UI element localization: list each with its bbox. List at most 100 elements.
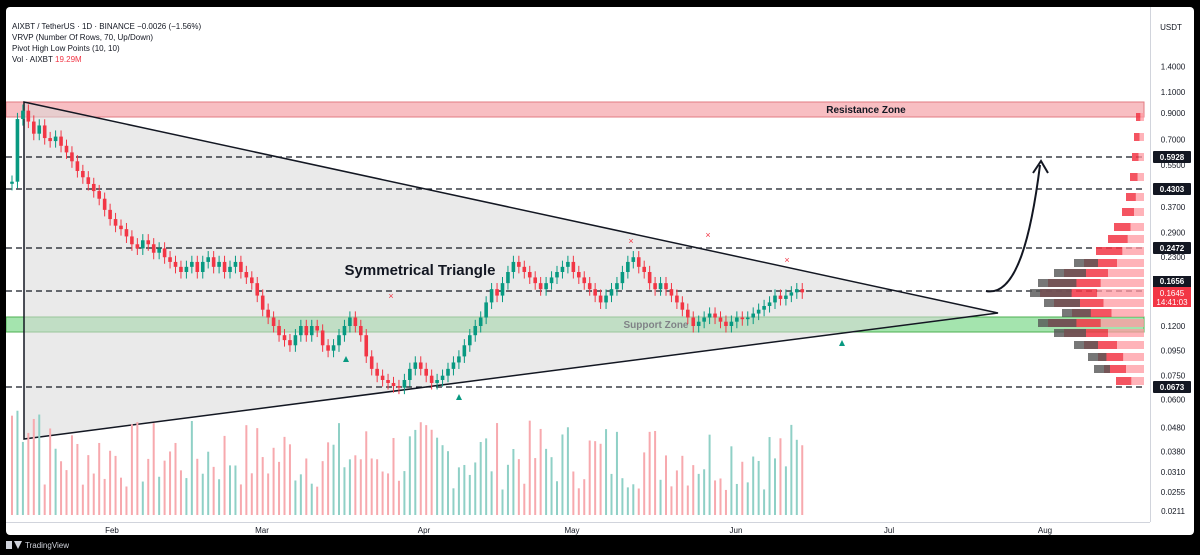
candle <box>299 319 303 342</box>
volume-bar <box>774 458 776 515</box>
volume-bar <box>125 486 128 515</box>
volume-bar <box>577 488 580 515</box>
volume-bar <box>496 423 499 515</box>
volume-bar <box>697 473 700 515</box>
candle <box>255 276 260 303</box>
candle <box>380 369 385 387</box>
candle <box>549 271 554 290</box>
volume-profile-row-buy <box>1062 309 1091 317</box>
chart-panel: Resistance Zone Support Zone Symmetrical… <box>6 7 1194 535</box>
candle <box>620 265 625 290</box>
candle <box>190 255 194 274</box>
pivot-indicator-line[interactable]: Pivot High Low Points (10, 10) <box>12 44 120 53</box>
candle <box>653 276 657 296</box>
price-chart[interactable]: Resistance Zone Support Zone Symmetrical… <box>6 7 1150 522</box>
volume-profile-row-buy <box>1088 353 1107 361</box>
volume-bar <box>376 459 379 515</box>
volume-bar <box>752 456 755 515</box>
candle <box>511 255 516 279</box>
candle <box>718 311 723 329</box>
resistance-zone-label: Resistance Zone <box>826 105 906 116</box>
volume-bar <box>92 473 95 515</box>
volume-profile-row-down <box>1136 113 1141 121</box>
volume-bar <box>136 422 139 515</box>
volume-bar <box>452 488 455 515</box>
candle <box>206 251 210 269</box>
candle <box>21 104 25 126</box>
candle <box>151 238 156 260</box>
volume-profile-row-buy <box>1044 299 1080 307</box>
volume-profile-row-up <box>1134 208 1144 216</box>
volume-bar <box>250 473 253 515</box>
candle <box>751 307 755 325</box>
volume-bar <box>659 479 662 515</box>
volume-bar <box>152 423 155 515</box>
candle <box>320 324 325 352</box>
volume-profile-row-down <box>1114 223 1131 231</box>
candle <box>571 255 576 279</box>
candle <box>713 307 717 325</box>
volume-bar <box>686 485 689 515</box>
volume-bar <box>387 473 390 515</box>
volume-bar <box>158 476 161 515</box>
volume-bar <box>354 455 357 515</box>
price-tick-label: 0.5500 <box>1161 161 1186 170</box>
candle <box>473 319 478 342</box>
candle <box>184 260 189 279</box>
volume-bar <box>610 473 613 515</box>
candle <box>484 296 488 325</box>
volume-bar <box>534 458 537 515</box>
volume-bar <box>294 480 297 515</box>
breakout-projection-arrow <box>985 164 1041 293</box>
volume-profile-row-down <box>1096 247 1123 255</box>
candle <box>707 307 712 325</box>
volume-bar <box>517 459 520 515</box>
candle <box>42 119 47 145</box>
volume-profile-row-down <box>1132 153 1139 161</box>
volume-bar <box>719 478 722 515</box>
candle <box>119 219 123 236</box>
candle <box>560 260 565 279</box>
volume-bar <box>65 470 68 515</box>
candle <box>778 289 783 306</box>
volume-bar <box>43 484 46 515</box>
price-axis[interactable]: USDT 1.4000 1.1000 0.9000 0.7000 0.5500 0.370… <box>1150 7 1194 522</box>
volume-profile-row-buy <box>1038 279 1077 287</box>
vrvp-indicator-line[interactable]: VRVP (Number Of Rows, 70, Up/Down) <box>12 33 154 42</box>
volume-profile-row-up <box>1097 289 1144 297</box>
volume-bar <box>256 428 259 515</box>
volume-bar <box>703 469 706 515</box>
candle <box>331 339 336 358</box>
volume-bar <box>212 466 215 515</box>
candle <box>664 276 668 296</box>
volume-bar <box>615 431 618 515</box>
candle <box>91 177 96 198</box>
candle <box>773 289 777 309</box>
volume-bar <box>397 480 400 515</box>
volume-bar <box>468 474 471 515</box>
volume-profile-row-up <box>1131 377 1144 385</box>
candle <box>70 146 74 168</box>
volume-profile-row-up <box>1108 329 1144 337</box>
candle <box>293 329 298 352</box>
price-level-badge-text: 0.5928 <box>1160 153 1185 162</box>
time-axis[interactable]: Feb Mar Apr May Jun Jul Aug <box>6 522 1150 535</box>
candle <box>451 356 456 376</box>
volume-indicator-line[interactable]: Vol · AIXBT 19.29M <box>12 54 201 65</box>
pivot-markers: × × × × <box>343 230 845 400</box>
candle <box>244 265 249 284</box>
symbol-line[interactable]: AIXBT / TetherUS · 1D · BINANCE −0.0026 … <box>12 22 202 31</box>
candle <box>582 271 587 290</box>
candle <box>527 265 532 284</box>
volume-bar <box>757 460 760 515</box>
candle <box>489 283 494 309</box>
volume-bar <box>174 442 177 515</box>
candle <box>522 260 527 279</box>
volume-bar <box>207 451 210 515</box>
price-tick-label: 0.0480 <box>1161 424 1186 433</box>
candle <box>108 203 112 226</box>
volume-bar <box>599 443 602 515</box>
candle <box>228 260 232 279</box>
axis-currency: USDT <box>1160 23 1182 32</box>
volume-bar <box>490 471 493 515</box>
